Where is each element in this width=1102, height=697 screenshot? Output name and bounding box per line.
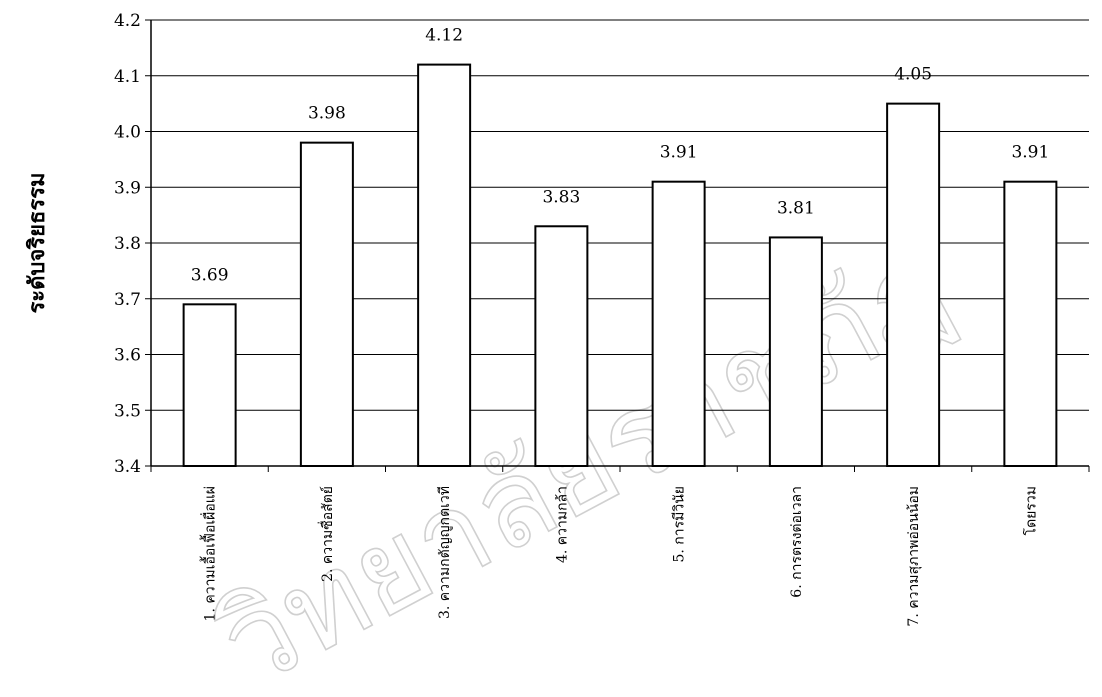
bars	[182, 63, 1058, 468]
bar	[417, 63, 472, 467]
bar	[768, 236, 823, 467]
data-label: 3.98	[308, 104, 346, 124]
data-label: 3.91	[660, 143, 698, 163]
bar	[886, 102, 941, 467]
x-category-label: 6. การตรงต่อเวลา	[789, 486, 805, 598]
axes	[150, 20, 1090, 472]
y-tick-label: 3.9	[114, 178, 141, 198]
y-tick-label: 3.5	[114, 401, 141, 421]
y-tick-label: 3.8	[114, 234, 141, 254]
bar	[1003, 180, 1058, 468]
data-labels: 3.69 3.98 4.12 3.83 3.91 3.81 4.05 3.91	[191, 26, 1050, 286]
x-category-label: 3. ความกตัญญูกตเวที	[437, 486, 453, 619]
x-category-label: โดยรวม	[1022, 486, 1039, 535]
data-label: 3.91	[1011, 143, 1049, 163]
y-tick-label: 4.0	[114, 123, 141, 143]
y-tick-label: 4.2	[114, 11, 141, 31]
y-tick-label: 3.7	[114, 290, 141, 310]
data-label: 3.81	[777, 198, 815, 218]
data-label: 4.12	[425, 26, 463, 46]
x-category-label: 2. ความซื่อสัตย์	[318, 486, 336, 582]
bar	[534, 225, 589, 467]
y-tick-label: 3.4	[114, 457, 141, 477]
data-label: 3.83	[542, 187, 580, 207]
x-category-label: 1. ความเอื้อเฟื้อเผื่อแผ่	[200, 486, 219, 621]
bar	[651, 180, 706, 468]
y-axis-ticks: 3.4 3.5 3.6 3.7 3.8 3.9 4.0 4.1 4.2	[114, 11, 151, 477]
x-category-label: 7. ความสุภาพอ่อนน้อม	[906, 486, 922, 627]
bar	[299, 141, 354, 467]
y-tick-label: 4.1	[114, 67, 141, 87]
data-label: 3.69	[191, 265, 229, 285]
x-category-label: 5. การมีวินัย	[672, 486, 688, 563]
y-tick-label: 3.6	[114, 346, 141, 366]
bar	[182, 303, 237, 468]
y-axis-label: ระดับจริยธรรม	[24, 172, 50, 313]
x-axis-categories: 1. ความเอื้อเฟื้อเผื่อแผ่ 2. ความซื่อสัตย…	[200, 486, 1040, 627]
x-category-label: 4. ความกล้า	[554, 486, 570, 563]
data-label: 4.05	[894, 65, 932, 85]
